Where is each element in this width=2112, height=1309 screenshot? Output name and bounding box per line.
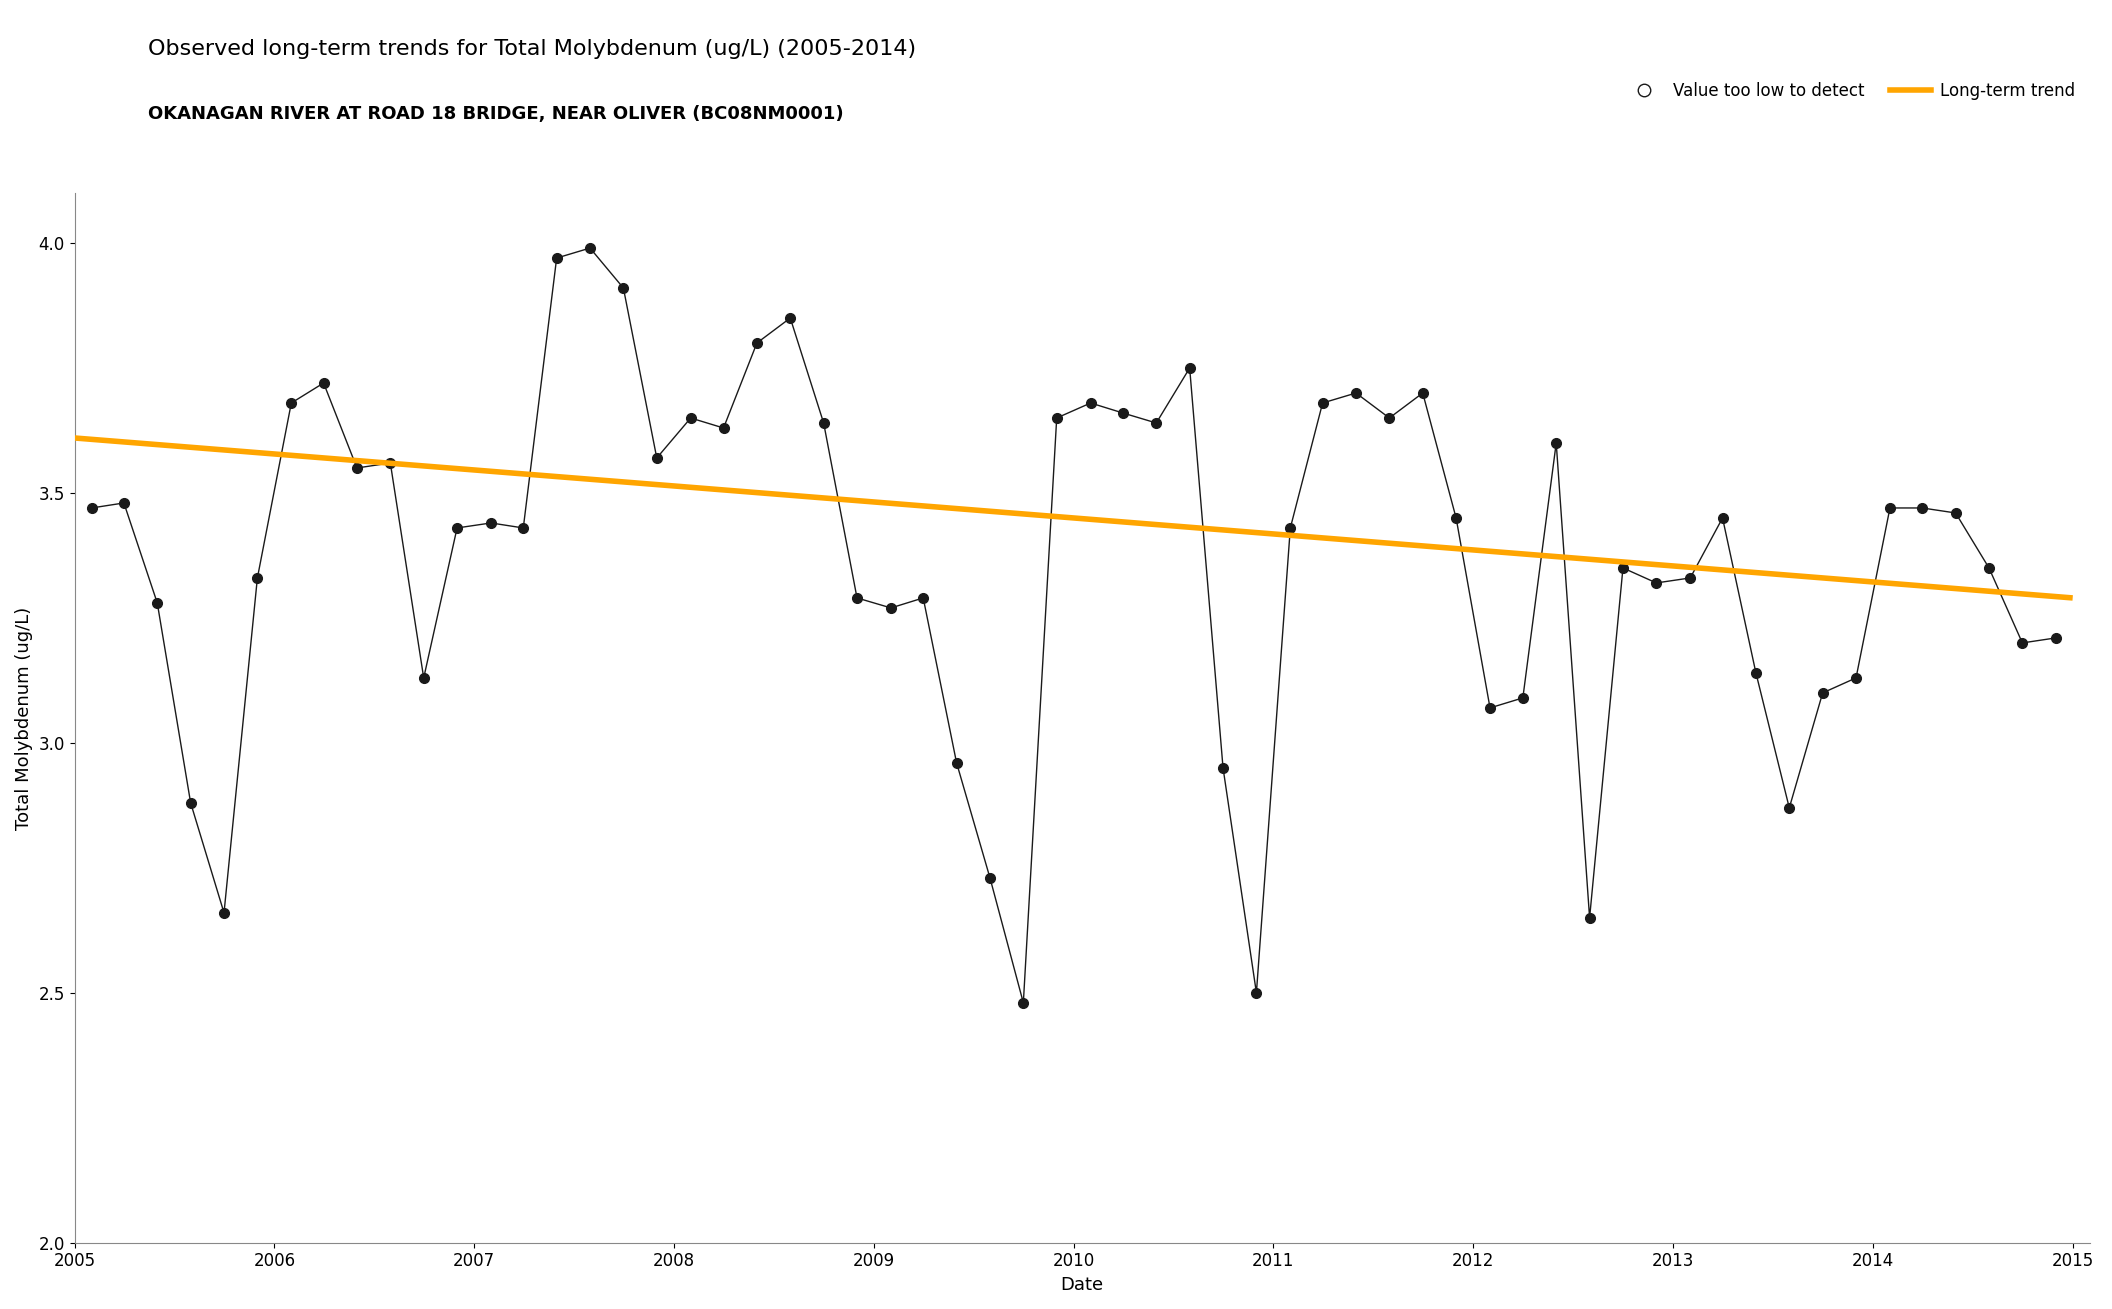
Point [1274, 517, 1307, 538]
Point [773, 308, 807, 329]
Point [1107, 403, 1140, 424]
Point [1305, 393, 1339, 414]
Point [1339, 382, 1373, 403]
Point [1407, 382, 1440, 403]
Point [1039, 407, 1073, 428]
Point [306, 373, 340, 394]
Point [241, 568, 275, 589]
Point [173, 792, 207, 813]
Point [572, 237, 606, 258]
Text: OKANAGAN RIVER AT ROAD 18 BRIDGE, NEAR OLIVER (BC08NM0001): OKANAGAN RIVER AT ROAD 18 BRIDGE, NEAR O… [148, 105, 843, 123]
Point [1905, 497, 1939, 518]
Point [974, 868, 1007, 889]
Point [207, 902, 241, 923]
Point [408, 668, 441, 689]
Point [2006, 632, 2040, 653]
Y-axis label: Total Molybdenum (ug/L): Total Molybdenum (ug/L) [15, 606, 34, 830]
Point [1540, 432, 1573, 453]
Point [1706, 508, 1740, 529]
Point [708, 418, 741, 439]
Point [108, 492, 142, 513]
Point [1840, 668, 1873, 689]
Point [841, 588, 874, 609]
Point [439, 517, 473, 538]
Point [1873, 497, 1907, 518]
Point [1373, 407, 1407, 428]
Point [739, 332, 773, 353]
Point [1673, 568, 1706, 589]
Point [874, 597, 908, 618]
Point [640, 448, 674, 469]
Point [340, 458, 374, 479]
Point [275, 393, 308, 414]
Point [374, 453, 408, 474]
Point [1206, 758, 1240, 779]
Point [507, 517, 541, 538]
Point [940, 753, 974, 774]
Point [139, 593, 173, 614]
Point [1438, 508, 1472, 529]
Point [2038, 627, 2072, 648]
Point [1172, 357, 1206, 378]
Point [1939, 503, 1973, 524]
Point [1138, 412, 1172, 433]
Point [674, 407, 708, 428]
Legend: Value too low to detect, Long-term trend: Value too low to detect, Long-term trend [1616, 76, 2080, 107]
Point [1973, 558, 2006, 579]
Point [1073, 393, 1107, 414]
Point [1772, 797, 1806, 818]
Point [74, 497, 108, 518]
Point [1007, 992, 1041, 1013]
Point [541, 247, 574, 268]
Point [1573, 907, 1607, 928]
Point [1639, 572, 1673, 593]
Point [1506, 687, 1540, 708]
Point [1240, 982, 1274, 1003]
Point [1738, 662, 1772, 683]
Point [1474, 698, 1508, 719]
Point [1806, 682, 1840, 703]
X-axis label: Date: Date [1060, 1276, 1105, 1295]
Point [807, 412, 841, 433]
Point [473, 513, 507, 534]
Point [1605, 558, 1639, 579]
Point [906, 588, 940, 609]
Text: Observed long-term trends for Total Molybdenum (ug/L) (2005-2014): Observed long-term trends for Total Moly… [148, 39, 917, 59]
Point [606, 278, 640, 298]
